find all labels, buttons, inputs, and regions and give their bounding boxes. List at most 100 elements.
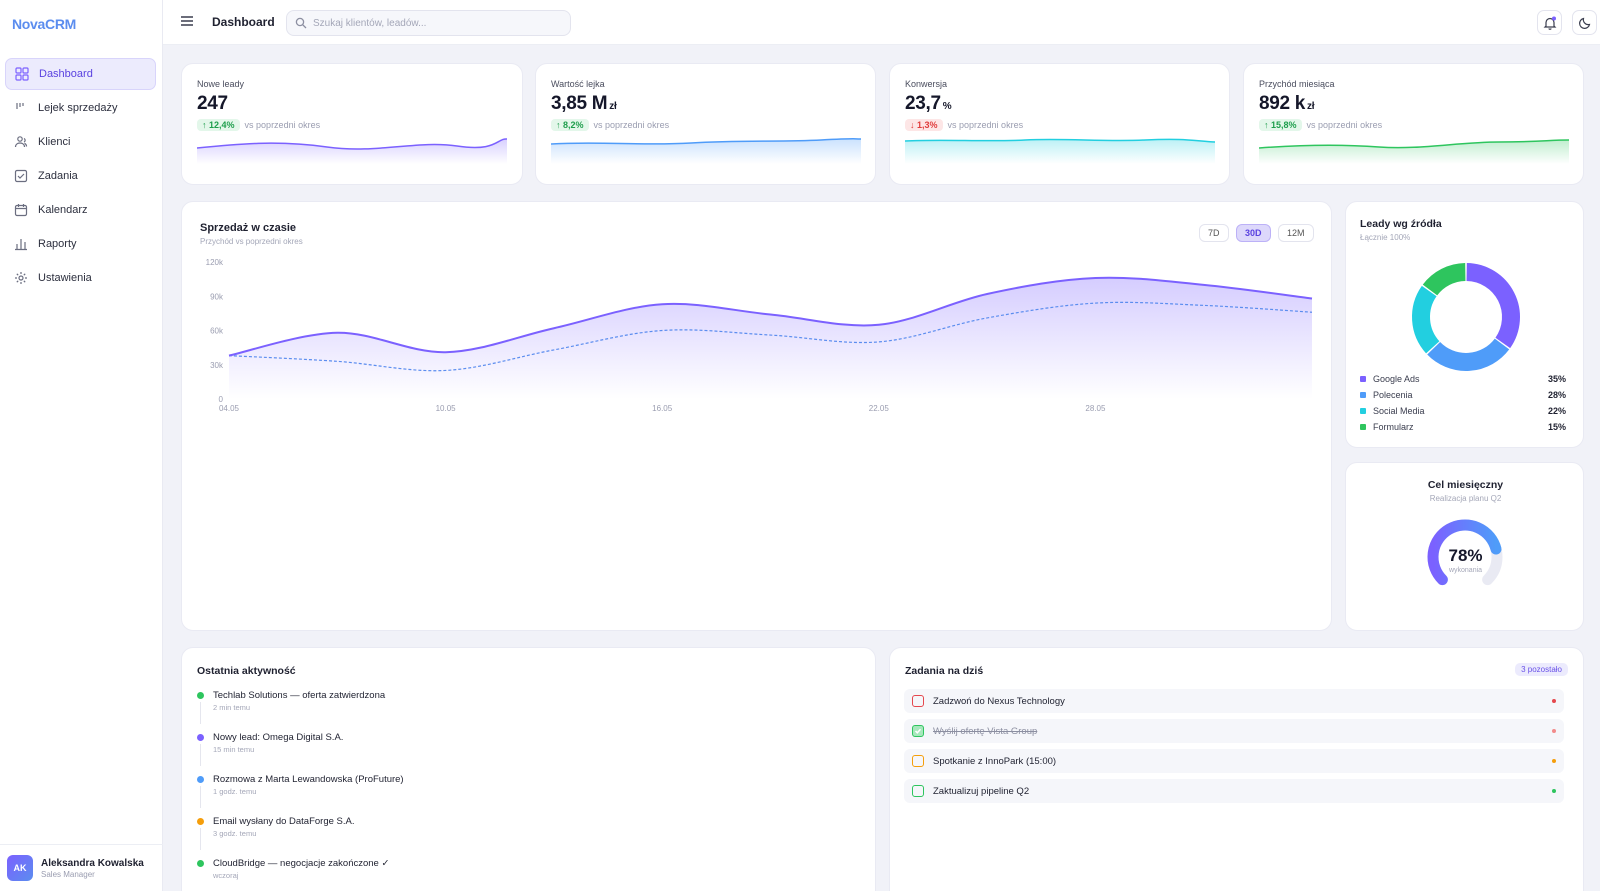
theme-toggle-button[interactable] (1572, 10, 1597, 35)
search-box (286, 10, 571, 36)
tasks-title: Zadania na dziś (905, 665, 984, 677)
kpi-card-new-leads[interactable]: Nowe leady 247 ↑ 12,4% vs poprzedni okres (181, 63, 523, 185)
user-name: Aleksandra Kowalska (41, 857, 144, 869)
sidebar-item-settings[interactable]: Ustawienia (5, 262, 156, 294)
donut-slice[interactable] (1412, 285, 1440, 354)
task-item[interactable]: Zaktualizuj pipeline Q2 (904, 779, 1564, 803)
notifications-button[interactable] (1537, 10, 1562, 35)
user-profile[interactable]: AK Aleksandra Kowalska Sales Manager (0, 844, 163, 891)
range-30d-button[interactable]: 30D (1236, 224, 1271, 242)
legend-item-social-media: Social Media 22% (1360, 406, 1566, 416)
kpi-card-conversion[interactable]: Konwersja 23,7% ↓ 1,3% vs poprzedni okres (889, 63, 1230, 185)
kpi-delta: ↑ 15,8% vs poprzedni okres (1259, 119, 1382, 131)
sales-chart-title: Sprzedaż w czasie (200, 222, 296, 234)
series-area (229, 277, 1312, 399)
x-tick-label: 22.05 (869, 404, 890, 413)
x-tick-label: 16.05 (652, 404, 673, 413)
kpi-label: Konwersja (905, 79, 948, 89)
moon-icon (1578, 17, 1590, 29)
donut-slice[interactable] (1466, 263, 1520, 349)
sidebar-item-label: Raporty (38, 238, 77, 250)
series-line-previous (228, 301, 1313, 372)
gauge-fill (1427, 519, 1502, 586)
y-tick-label: 120k (206, 258, 224, 267)
search-input[interactable] (313, 17, 553, 29)
activity-item[interactable]: Nowy lead: Omega Digital S.A. 15 min temu (197, 732, 797, 772)
sidebar-item-tasks[interactable]: Zadania (5, 160, 156, 192)
activity-item[interactable]: CloudBridge — negocjacje zakończone ✓ wcz… (197, 858, 797, 891)
kpi-sparkline (551, 138, 861, 164)
donut-slice[interactable] (1427, 338, 1510, 371)
check-square-icon (14, 169, 28, 183)
y-tick-label: 30k (210, 361, 224, 370)
status-dot (197, 734, 204, 741)
topbar: Dashboard (163, 0, 1600, 45)
priority-dot (1552, 759, 1556, 763)
sources-subtitle: Łącznie 100% (1360, 233, 1411, 242)
y-tick-label: 0 (219, 395, 224, 404)
goal-title: Cel miesięczny (1427, 479, 1504, 491)
legend-item-form: Formularz 15% (1360, 422, 1566, 432)
sidebar-item-label: Kalendarz (38, 204, 88, 216)
sidebar-item-clients[interactable]: Klienci (5, 126, 156, 158)
avatar: AK (7, 855, 33, 881)
delta-pill: ↓ 1,3% (905, 119, 943, 131)
legend-swatch (1360, 408, 1366, 414)
sidebar-nav: Dashboard Lejek sprzedaży Klienci Zadani… (5, 58, 156, 296)
kpi-label: Przychód miesiąca (1259, 79, 1335, 89)
series-line-current (228, 276, 1313, 357)
donut-slice[interactable] (1422, 263, 1466, 296)
activity-item[interactable]: Email wysłany do DataForge S.A. 3 godz. t… (197, 816, 797, 856)
sales-chart-card: Sprzedaż w czasie Przychód vs poprzedni … (181, 201, 1332, 631)
goal-gauge (1427, 519, 1503, 586)
monthly-goal-card: Cel miesięczny Realizacja planu Q2 78% w… (1345, 462, 1584, 631)
task-checkbox[interactable] (912, 725, 924, 737)
legend-swatch (1360, 392, 1366, 398)
lead-sources-card: Leady wg źródła Łącznie 100% Google Ads 3… (1345, 201, 1584, 448)
priority-dot (1552, 729, 1556, 733)
task-item[interactable]: Wyślij ofertę Vista Group (904, 719, 1564, 743)
gear-icon (15, 272, 27, 284)
page-title: Dashboard (212, 15, 275, 29)
activity-title: Ostatnia aktywność (197, 665, 296, 677)
calendar-icon (14, 204, 28, 217)
task-item[interactable]: Spotkanie z InnoPark (15:00) (904, 749, 1564, 773)
range-12m-button[interactable]: 12M (1278, 224, 1314, 242)
tasks-card: Zadania na dziś 3 pozostało Zadzwoń do N… (889, 647, 1584, 891)
x-tick-label: 10.05 (436, 404, 457, 413)
sidebar-item-reports[interactable]: Raporty (5, 228, 156, 260)
task-checkbox[interactable] (912, 755, 924, 767)
sidebar-item-label: Ustawienia (38, 272, 92, 284)
task-item[interactable]: Zadzwoń do Nexus Technology (904, 689, 1564, 713)
sidebar-item-funnel[interactable]: Lejek sprzedaży (5, 92, 156, 124)
task-checkbox[interactable] (912, 785, 924, 797)
search-icon (295, 17, 307, 29)
delta-pill: ↑ 8,2% (551, 119, 589, 131)
sales-chart-subtitle: Przychód vs poprzedni okres (200, 237, 303, 246)
priority-dot (1552, 699, 1556, 703)
sidebar-item-calendar[interactable]: Kalendarz (5, 194, 156, 226)
y-tick-label: 60k (210, 327, 224, 336)
kpi-sparkline (197, 138, 507, 164)
task-checkbox[interactable] (912, 695, 924, 707)
hamburger-menu-icon[interactable] (179, 14, 195, 28)
bar-chart-icon (15, 239, 27, 251)
activity-item[interactable]: Rozmowa z Marta Lewandowska (ProFuture) 1… (197, 774, 797, 814)
goal-caption: wykonania (1448, 567, 1483, 574)
status-dot (197, 860, 204, 867)
y-tick-label: 90k (210, 292, 224, 301)
delta-pill: ↑ 15,8% (1259, 119, 1302, 131)
sidebar-item-dashboard[interactable]: Dashboard (5, 58, 156, 90)
kpi-delta: ↓ 1,3% vs poprzedni okres (905, 119, 1023, 131)
kpi-card-monthly-revenue[interactable]: Przychód miesiąca 892 k zł ↑ 15,8% vs popr… (1243, 63, 1584, 185)
x-tick-label: 28.05 (1085, 404, 1106, 413)
check-icon (914, 728, 922, 734)
delta-pill: ↑ 12,4% (197, 119, 240, 131)
activity-item[interactable]: Techlab Solutions — oferta zatwierdzona 2… (197, 690, 797, 730)
status-dot (197, 818, 204, 825)
range-7d-button[interactable]: 7D (1199, 224, 1229, 242)
tasks-remaining-badge: 3 pozostało (1515, 663, 1568, 676)
app-logo[interactable]: NovaCRM (12, 16, 77, 32)
